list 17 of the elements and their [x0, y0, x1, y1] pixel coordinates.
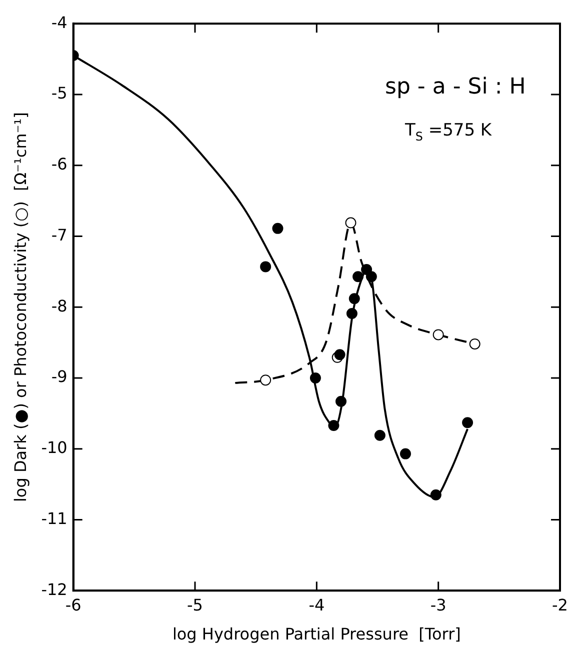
x-tick-label: -4 — [308, 595, 325, 614]
y-tick-label: -10 — [41, 438, 68, 458]
x-tick-label: -3 — [430, 595, 446, 614]
y-tick-label: -8 — [51, 296, 68, 316]
x-tick-label: -2 — [552, 595, 568, 614]
y-tick-label: -4 — [51, 12, 68, 32]
y-tick-label: -7 — [51, 225, 68, 244]
y-axis-title: log Dark (●) or Photoconductivity (○) [Ω⁻¹cm⁻¹] — [10, 112, 30, 502]
x-axis-title: log Hydrogen Partial Pressure [Torr] — [172, 624, 461, 644]
y-tick-label: -11 — [41, 508, 68, 528]
y-tick-label: -9 — [51, 367, 68, 386]
annotation: sp - a - Si : H — [385, 74, 526, 100]
y-tick-label: -12 — [41, 580, 68, 599]
x-tick-label: -6 — [65, 595, 82, 614]
y-tick-label: -5 — [51, 84, 68, 103]
x-tick-label: -5 — [187, 595, 203, 614]
y-tick-label: -6 — [51, 154, 68, 174]
